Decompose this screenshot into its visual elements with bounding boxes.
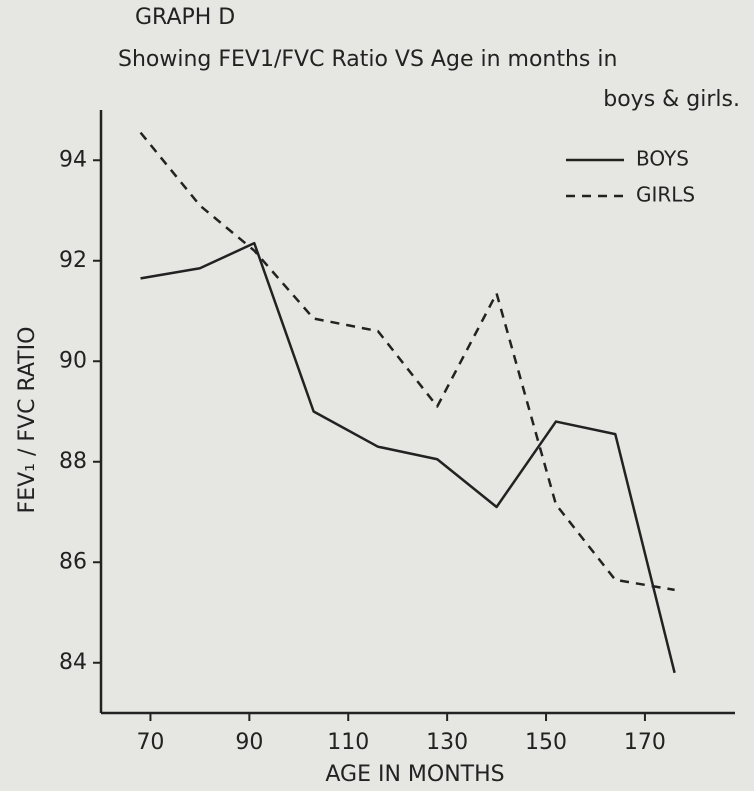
y-axis-label: FEV₁ / FVC RATIO — [15, 327, 40, 514]
y-tick-label: 84 — [59, 650, 87, 675]
x-tick-label: 90 — [235, 730, 263, 755]
x-tick-label: 130 — [426, 730, 468, 755]
y-tick-label: 90 — [59, 348, 87, 373]
chart-subtitle: boys & girls. — [603, 87, 740, 112]
chart-title: GRAPH D — [135, 5, 235, 30]
x-axis-label: AGE IN MONTHS — [325, 762, 504, 787]
series-line — [139, 131, 675, 592]
x-tick-label: 150 — [525, 730, 567, 755]
y-tick-label: 88 — [59, 449, 87, 474]
y-tick-label: 94 — [59, 147, 87, 172]
legend-label: GIRLS — [636, 183, 695, 207]
chart-subtitle: Showing FEV1/FVC Ratio VS Age in months … — [118, 47, 617, 72]
series-line — [140, 241, 676, 674]
x-tick-label: 70 — [136, 730, 164, 755]
legend-label: BOYS — [636, 147, 689, 171]
x-tick-label: 170 — [624, 730, 666, 755]
y-tick-label: 92 — [59, 248, 87, 273]
x-tick-label: 110 — [327, 730, 369, 755]
y-tick-label: 86 — [59, 549, 87, 574]
